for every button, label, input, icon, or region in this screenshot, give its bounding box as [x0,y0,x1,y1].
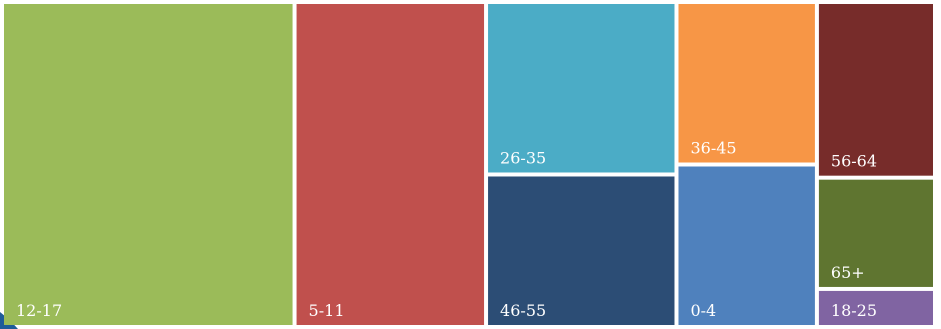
treemap-label-46-55: 46-55 [500,301,546,320]
treemap-label-0-4: 0-4 [690,301,716,320]
treemap-label-36-45: 36-45 [690,139,736,158]
treemap-label-65+: 65+ [831,263,865,282]
treemap-label-12-17: 12-17 [16,301,62,320]
treemap-label-56-64: 56-64 [831,152,877,171]
treemap-label-18-25: 18-25 [831,301,877,320]
treemap-tile-36-45 [678,4,815,163]
treemap-tile-5-11 [296,4,485,325]
treemap-label-26-35: 26-35 [500,148,546,167]
treemap-tile-56-64 [818,4,933,176]
treemap-label-5-11: 5-11 [309,301,345,320]
treemap-tile-12-17 [4,4,293,325]
treemap-tile-65+ [818,179,933,287]
treemap-tile-0-4 [678,166,815,325]
treemap-tile-26-35 [488,4,675,173]
treemap-tile-46-55 [488,176,675,325]
treemap-tile-18-25 [818,290,933,325]
